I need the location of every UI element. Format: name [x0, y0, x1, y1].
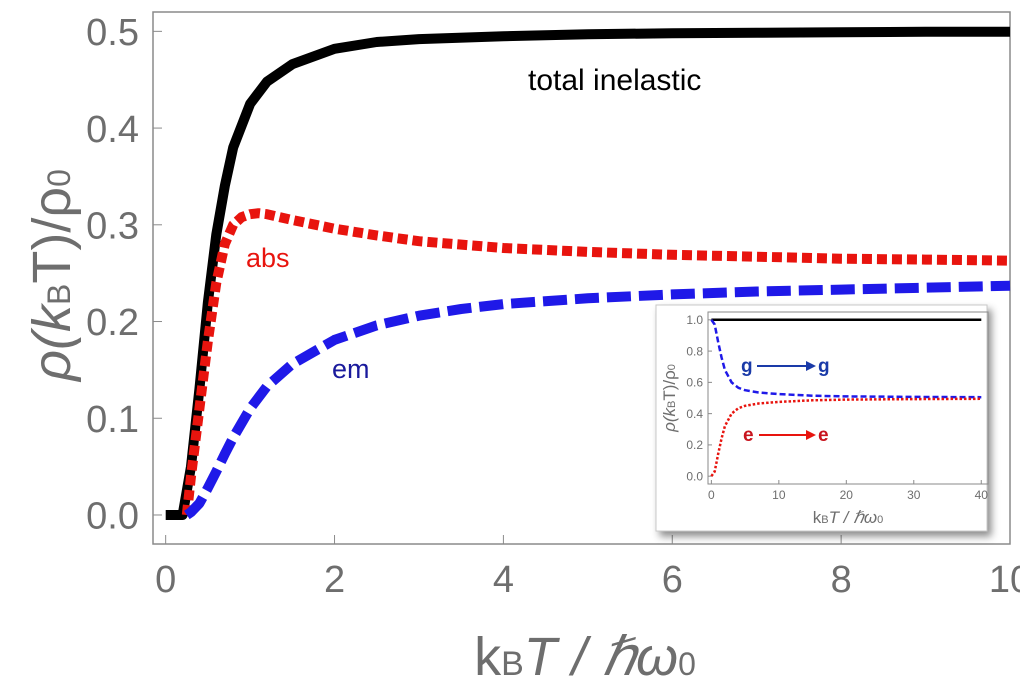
main-plot: 0 2 4 6 8 10 0.0 0.1 0.2 0.3 0.4 0.5 total inelast…	[22, 11, 1020, 683]
main-y-tick-label: 0.5	[86, 12, 139, 54]
inset-y-tick-label: 0.8	[686, 344, 703, 358]
main-series-em-line	[183, 280, 1011, 520]
main-x-tick-label: 0	[155, 559, 176, 601]
inset-background	[655, 304, 988, 532]
main-x-axis-title: kBT / ℏω0	[474, 627, 696, 683]
inset-series	[710, 318, 982, 477]
annotation-em: em	[332, 354, 370, 384]
inset-y-tick-label: 1.0	[686, 313, 703, 327]
main-x-ticks: 0 2 4 6 8 10	[155, 535, 1020, 601]
inset-annotation-g-to: g	[818, 356, 830, 377]
main-y-tick-label: 0.4	[86, 109, 139, 151]
main-y-ticks: 0.0 0.1 0.2 0.3 0.4 0.5	[86, 12, 162, 538]
inset-x-tick-label: 0	[708, 488, 715, 502]
inset-annotation-e-to: e	[818, 425, 829, 446]
main-y-axis-title: ρ(kBT)/ρ0	[22, 169, 82, 383]
main-y-tick-label: 0.1	[86, 399, 139, 441]
inset-annotation-e-from: e	[743, 425, 754, 446]
annotation-total-inelastic: total inelastic	[528, 64, 701, 97]
inset-x-tick-label: 40	[975, 488, 989, 502]
main-x-tick-label: 6	[662, 559, 683, 601]
inset-x-ticks: 0 10 20 30 40	[708, 480, 988, 502]
inset-y-tick-label: 0.2	[686, 438, 703, 452]
main-y-tick-label: 0.3	[86, 205, 139, 247]
inset-series-e-to-e-line	[710, 397, 982, 477]
main-y-tick-label: 0.0	[86, 496, 139, 538]
main-x-tick-label: 10	[989, 559, 1020, 601]
inset-y-tick-label: 0.4	[686, 407, 703, 421]
main-plot-frame	[152, 11, 1011, 545]
inset-y-tick-label: 0.0	[686, 470, 703, 484]
annotation-abs: abs	[246, 243, 290, 273]
main-x-tick-label: 4	[493, 559, 514, 601]
inset-y-tick-label: 0.6	[686, 376, 703, 390]
inset-x-tick-label: 20	[840, 488, 854, 502]
inset-panel: 0 10 20 30 40 0.0 0.2 0.4 0.6 0.8 1.0 g g e e kBT…	[655, 304, 989, 532]
inset-x-tick-label: 10	[772, 488, 786, 502]
inset-y-ticks: 0.0 0.2 0.4 0.6 0.8 1.0	[686, 313, 712, 484]
main-y-tick-label: 0.2	[86, 302, 139, 344]
inset-x-tick-label: 30	[907, 488, 921, 502]
main-series	[165, 26, 1011, 520]
main-x-tick-label: 2	[324, 559, 345, 601]
inset-x-axis-title: kBT / ℏω0	[813, 508, 884, 527]
inset-y-axis-title: ρ(kBT)/ρ0	[660, 364, 679, 433]
main-series-abs-line	[181, 208, 1011, 516]
inset-annotation-g-from: g	[741, 356, 753, 377]
inset-plot-frame	[707, 311, 989, 485]
main-x-tick-label: 8	[831, 559, 852, 601]
